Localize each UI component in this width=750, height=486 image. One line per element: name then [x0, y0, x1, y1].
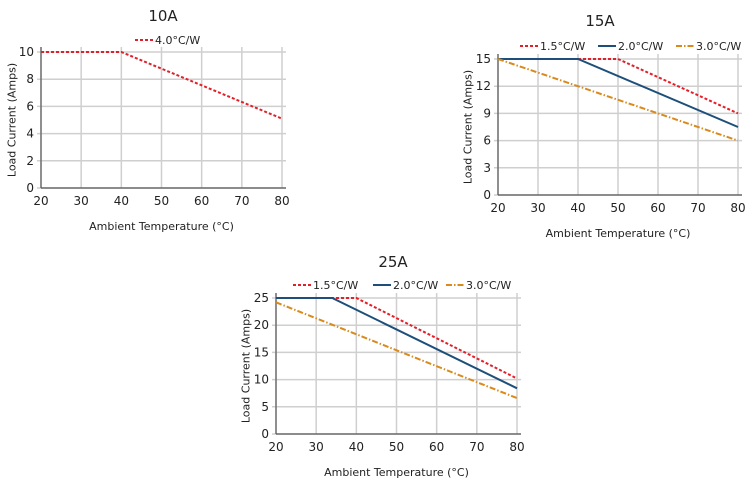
- chart-10A: 20 30 40 50 60 70 80 0 2 4 6 8 10 10A Ambient Temperat…: [6, 7, 290, 233]
- y-tick-label: 9: [483, 106, 491, 120]
- y-tick-label: 2: [26, 154, 34, 168]
- x-axis-label: Ambient Temperature (°C): [89, 220, 234, 233]
- x-tick-label: 30: [74, 194, 89, 208]
- x-tick-label: 80: [730, 201, 745, 215]
- x-tick-label: 70: [469, 440, 484, 454]
- x-tick-label: 50: [389, 440, 404, 454]
- y-tick-label: 4: [26, 127, 34, 141]
- y-tick-label: 5: [261, 400, 269, 414]
- x-tick-label: 60: [429, 440, 444, 454]
- x-tick-label: 30: [530, 201, 545, 215]
- y-tick-label: 0: [26, 181, 34, 195]
- series-line-4.0°C/W: [41, 51, 283, 120]
- y-tick-label: 3: [483, 161, 491, 175]
- series-line-3.0°C/W: [275, 301, 518, 400]
- legend-label: 4.0°C/W: [155, 34, 200, 47]
- legend-label: 2.0°C/W: [393, 279, 438, 292]
- y-tick-label: 0: [483, 188, 491, 202]
- y-tick-label: 10: [254, 373, 269, 387]
- y-tick-label: 25: [254, 291, 269, 305]
- x-tick-label: 50: [154, 194, 169, 208]
- y-tick-label: 12: [476, 79, 491, 93]
- y-tick-label: 10: [19, 45, 34, 59]
- x-tick-label: 70: [234, 194, 249, 208]
- x-tick-label: 30: [309, 440, 324, 454]
- y-tick-label: 20: [254, 318, 269, 332]
- x-tick-label: 40: [570, 201, 585, 215]
- legend-label: 1.5°C/W: [313, 279, 358, 292]
- series-line-2.0°C/W: [498, 58, 739, 128]
- x-tick-label: 70: [690, 201, 705, 215]
- x-tick-label: 20: [268, 440, 283, 454]
- chart-15A: 20 30 40 50 60 70 80 0 3 6 9 12 15 15A Ambient Tempera…: [462, 12, 746, 240]
- x-tick-label: 20: [490, 201, 505, 215]
- y-tick-label: 8: [26, 72, 34, 86]
- x-tick-label: 40: [349, 440, 364, 454]
- y-axis-label: Load Current (Amps): [6, 63, 19, 177]
- y-tick-label: 6: [26, 99, 34, 113]
- series-line-3.0°C/W: [497, 58, 739, 142]
- legend-label: 3.0°C/W: [696, 40, 741, 53]
- x-axis-label: Ambient Temperature (°C): [546, 227, 691, 240]
- x-tick-label: 40: [114, 194, 129, 208]
- x-tick-label: 60: [650, 201, 665, 215]
- x-tick-label: 50: [610, 201, 625, 215]
- x-tick-label: 80: [274, 194, 289, 208]
- x-axis-label: Ambient Temperature (°C): [324, 466, 469, 479]
- series-line-2.0°C/W: [276, 297, 518, 390]
- y-tick-label: 6: [483, 134, 491, 148]
- y-axis-label: Load Current (Amps): [240, 309, 253, 423]
- chart-title: 25A: [378, 253, 408, 271]
- y-tick-label: 15: [254, 345, 269, 359]
- legend-label: 2.0°C/W: [618, 40, 663, 53]
- x-tick-label: 20: [33, 194, 48, 208]
- y-tick-label: 15: [476, 52, 491, 66]
- legend-label: 1.5°C/W: [540, 40, 585, 53]
- legend-label: 3.0°C/W: [466, 279, 511, 292]
- chart-title: 10A: [148, 7, 178, 25]
- x-tick-label: 60: [194, 194, 209, 208]
- y-axis-label: Load Current (Amps): [462, 70, 475, 184]
- chart-25A: 20 30 40 50 60 70 80 0 5 10 15 20 25 25A Ambient Tempe…: [240, 253, 525, 479]
- x-tick-label: 80: [509, 440, 524, 454]
- chart-title: 15A: [585, 12, 615, 30]
- y-tick-label: 0: [261, 427, 269, 441]
